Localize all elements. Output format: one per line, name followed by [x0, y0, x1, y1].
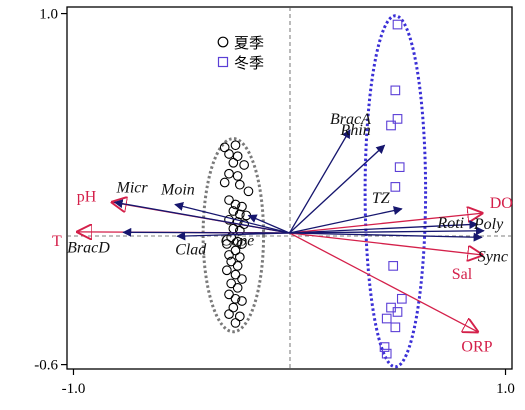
species-vector-clad — [176, 231, 290, 241]
summer-sample-point — [230, 318, 241, 328]
env-label-sal: Sal — [452, 266, 473, 283]
summer-sample-point — [224, 214, 234, 225]
sample-points — [219, 19, 407, 359]
summer-sample-point — [237, 239, 247, 249]
env-vector-do — [289, 213, 482, 234]
winter-sample-point — [390, 85, 401, 96]
species-label-clad: Clad — [175, 241, 207, 258]
summer-sample-point — [232, 217, 243, 227]
species-label-poly: Poly — [473, 216, 504, 233]
summer-sample-point — [243, 186, 254, 197]
winter-sample-point — [390, 322, 401, 333]
x-tick-label: -1.0 — [62, 381, 86, 397]
species-label-roti: Roti — [436, 215, 464, 232]
species-label-braca: BracA — [330, 111, 371, 128]
legend: 夏季 冬季 — [217, 34, 264, 72]
x-tick-label: 1.0 — [496, 381, 515, 397]
summer-sample-point — [226, 256, 237, 267]
env-label-ph: pH — [77, 188, 97, 205]
species-label-tz: TZ — [372, 190, 391, 207]
species-vector-roti — [289, 220, 479, 234]
summer-sample-point — [230, 245, 241, 256]
summer-sample-point — [239, 160, 249, 170]
summer-sample-point — [224, 168, 234, 179]
summer-sample-point — [222, 239, 232, 249]
legend-summer-marker — [217, 36, 229, 48]
winter-sample-point — [386, 120, 396, 131]
env-vector-orp — [289, 232, 478, 332]
species-vector-cope — [247, 214, 290, 234]
species-label-moin: Moin — [160, 181, 195, 198]
winter-ellipse — [363, 14, 428, 369]
species-label-rhin: Rhin — [340, 122, 371, 139]
winter-sample-point — [379, 342, 390, 352]
species-label-sync: Sync — [478, 248, 508, 265]
env-label-t: T — [52, 233, 62, 250]
legend-winter-label: 冬季 — [234, 54, 264, 72]
summer-sample-point — [232, 151, 243, 162]
winter-sample-point — [381, 313, 392, 324]
winter-sample-point — [388, 261, 399, 271]
summer-sample-point — [226, 278, 237, 289]
summer-sample-point — [224, 289, 234, 300]
winter-sample-point — [392, 19, 403, 30]
axis-ticks: -1.0 1.0 1.0 -0.6 — [34, 7, 515, 397]
species-vector-sync — [289, 232, 483, 242]
summer-sample-point — [224, 149, 234, 159]
species-vector-poly — [289, 226, 485, 236]
species-vector-tz — [289, 206, 403, 234]
summer-sample-point — [230, 140, 241, 151]
summer-sample-point — [230, 293, 241, 304]
summer-sample-point — [224, 250, 234, 260]
winter-sample-point — [381, 348, 392, 359]
env-label-do: DO — [490, 195, 513, 212]
summer-sample-point — [224, 195, 234, 205]
summer-sample-point — [234, 252, 245, 262]
species-vector-rhin — [289, 144, 386, 234]
summer-sample-point — [234, 225, 245, 236]
summer-sample-point — [230, 269, 241, 280]
summer-sample-point — [228, 302, 239, 313]
species-vector-micr — [113, 199, 290, 234]
winter-sample-point — [392, 114, 403, 124]
legend-summer-label: 夏季 — [234, 34, 264, 52]
summer-sample-point — [237, 274, 247, 284]
species-vector-braca — [288, 129, 351, 234]
vector-labels: pH T DO Sal ORP Micr Moin BracD Clad Cope BracARhi… — [52, 111, 513, 356]
summer-sample-point — [219, 142, 230, 153]
species-label-micr: Micr — [116, 179, 149, 196]
summer-sample-point — [228, 157, 239, 168]
species-label-cope: Cope — [220, 232, 254, 249]
winter-sample-point — [390, 182, 401, 192]
summer-sample-point — [219, 177, 230, 188]
species-label-bracd: BracD — [67, 239, 110, 256]
summer-sample-point — [237, 296, 247, 306]
winter-sample-point — [394, 162, 405, 173]
env-label-orp: ORP — [461, 339, 492, 356]
species-vector-moin — [174, 202, 290, 234]
winter-sample-point — [396, 293, 407, 304]
vectors — [78, 129, 485, 332]
summer-sample-point — [222, 265, 232, 276]
summer-ellipse — [201, 137, 266, 334]
summer-sample-point — [232, 261, 243, 271]
summer-sample-point — [234, 311, 245, 322]
y-tick-label: 1.0 — [39, 7, 58, 23]
y-tick-label: -0.6 — [34, 358, 58, 374]
summer-sample-point — [234, 179, 245, 190]
summer-sample-point — [224, 309, 234, 320]
summer-sample-point — [232, 282, 243, 293]
summer-sample-point — [232, 171, 243, 181]
env-vector-sal — [289, 232, 482, 255]
winter-sample-point — [392, 307, 403, 317]
species-vector-bracd — [122, 227, 290, 237]
summer-sample-point — [230, 199, 241, 210]
legend-winter-marker — [217, 56, 229, 68]
group-ellipses — [201, 14, 428, 369]
plot-frame — [66, 6, 513, 370]
